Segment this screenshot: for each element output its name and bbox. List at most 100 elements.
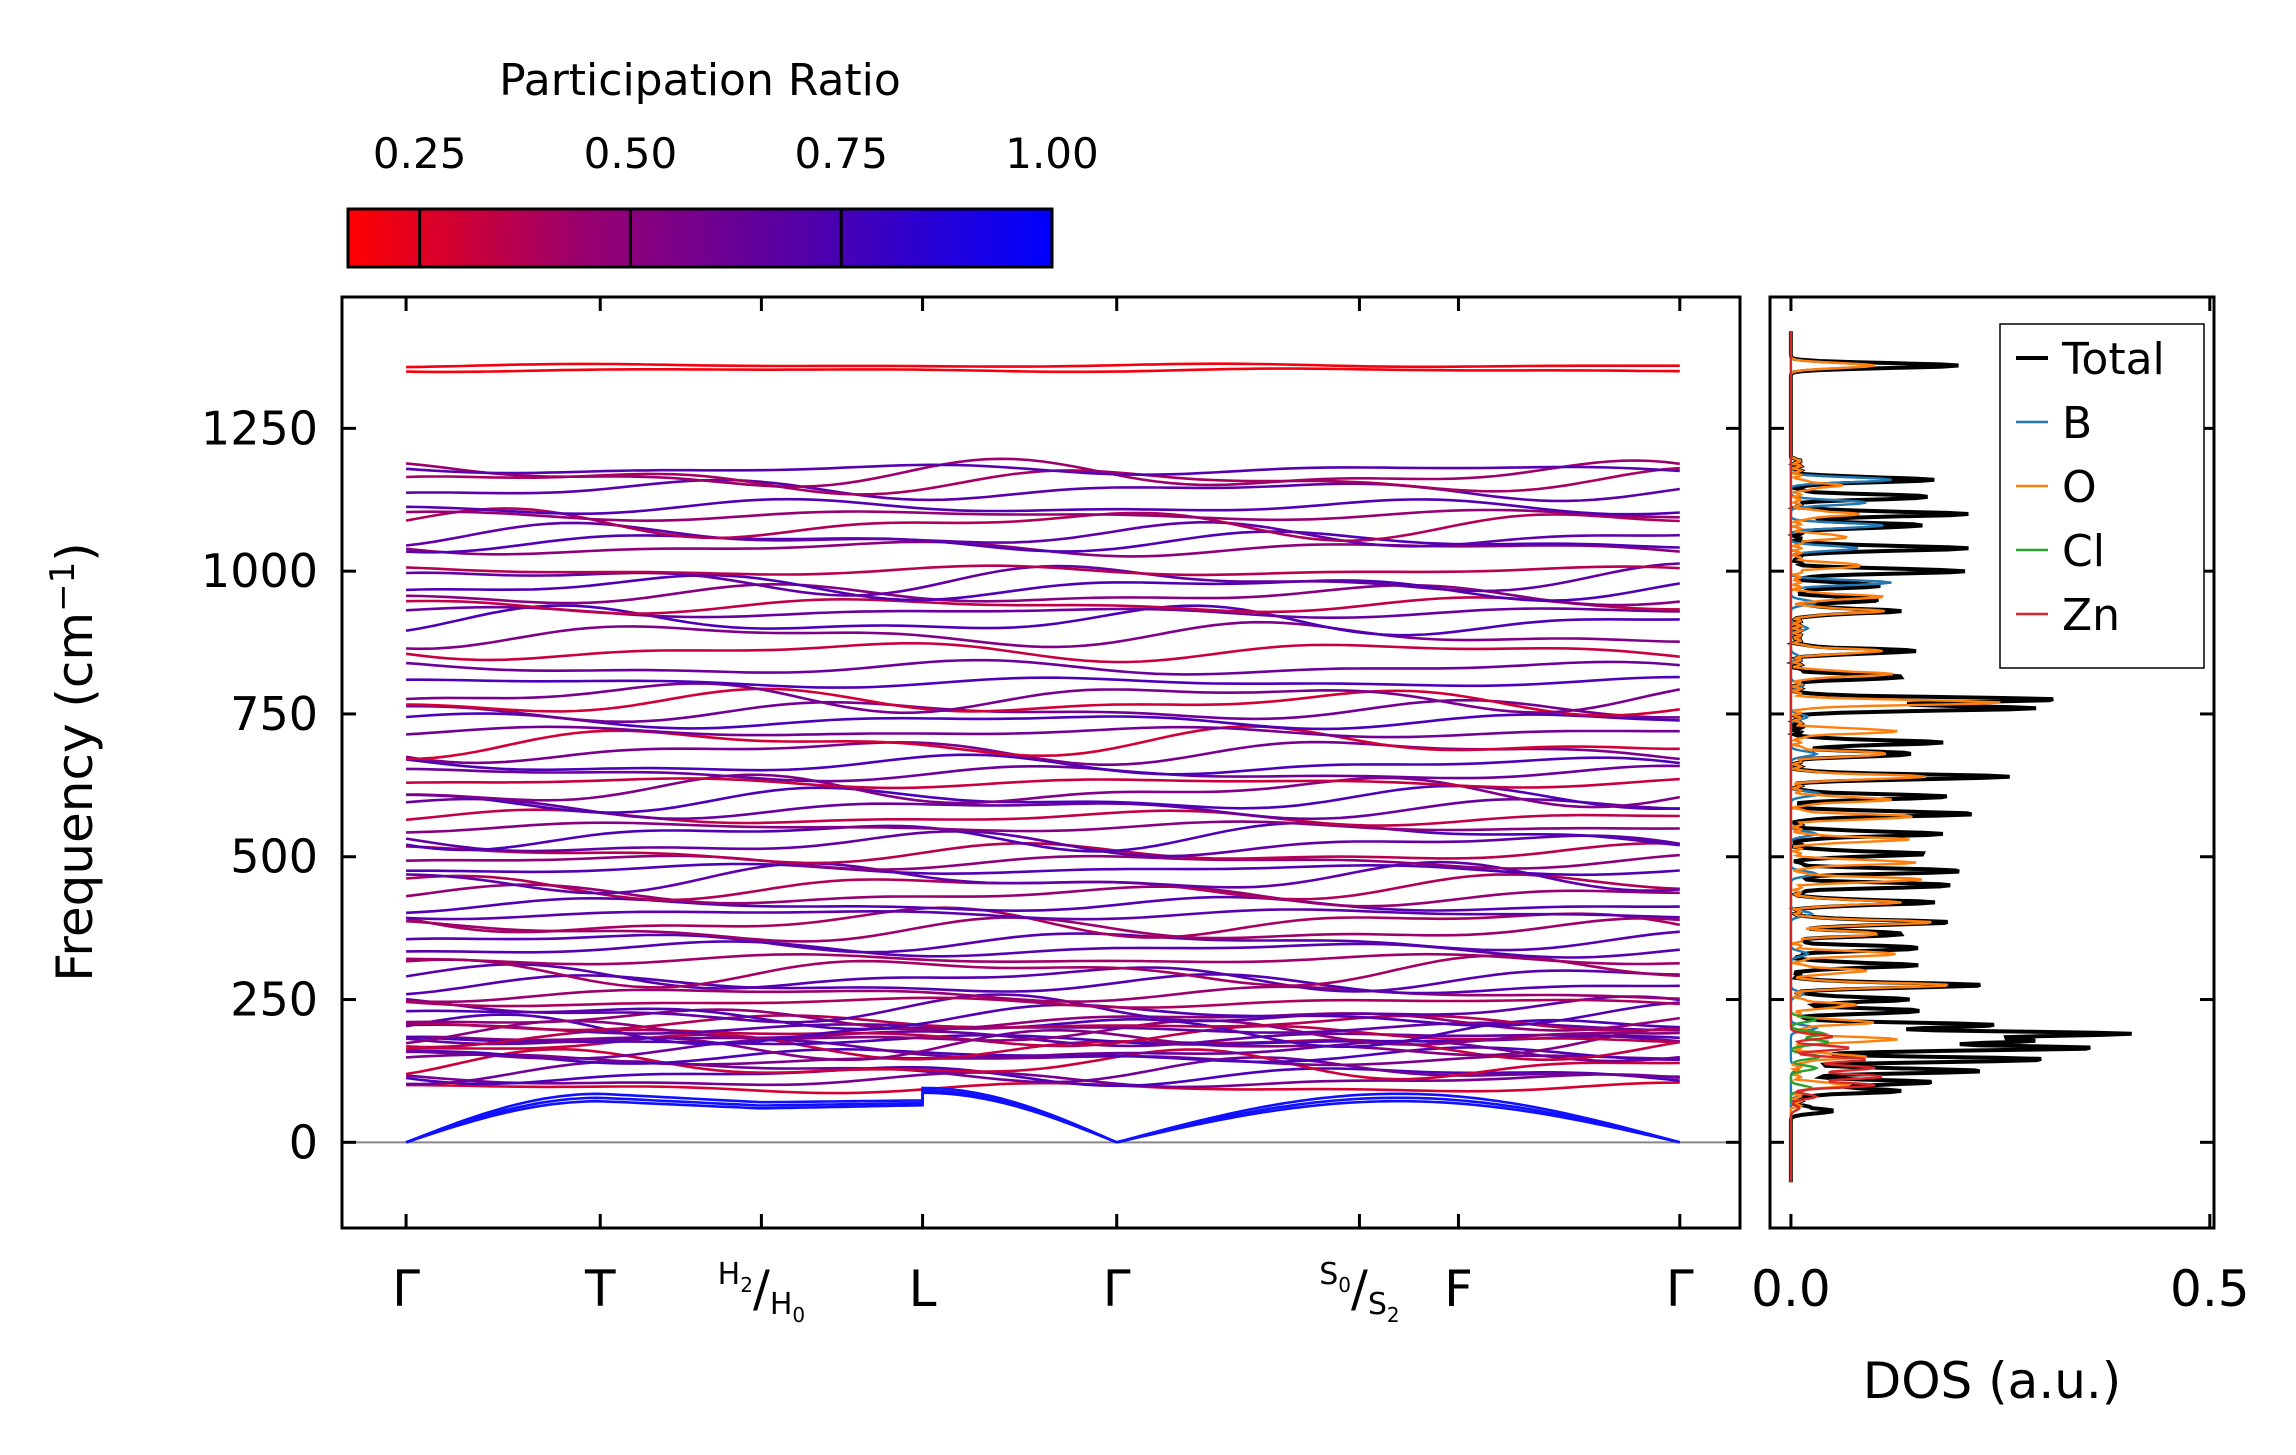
band-line: [406, 497, 1680, 516]
dos-lines-group: [1785, 331, 2132, 1183]
band-y-tick-label: 250: [230, 973, 318, 1027]
colorbar-tick-label: 1.00: [1005, 129, 1099, 178]
acoustic-band-line: [1116, 1099, 1681, 1144]
band-line: [406, 367, 1680, 374]
band-line: [405, 507, 1680, 543]
band-line: [406, 725, 1680, 761]
band-line: [405, 520, 1680, 548]
legend-label-o: O: [2062, 462, 2097, 513]
band-y-tick-label: 1000: [201, 544, 318, 598]
dos-panel: 0.0 0.5 DOS (a.u.) Total BO Cl Zn: [1751, 295, 2250, 1410]
dos-legend: Total BO Cl Zn: [1999, 323, 2205, 669]
band-line: [406, 508, 1680, 523]
band-y-tick-label: 750: [230, 687, 318, 741]
band-line: [405, 1019, 1680, 1046]
band-y-tick-label: 1250: [201, 401, 318, 455]
split-label-slash: /: [753, 1260, 770, 1318]
band-line: [406, 573, 1681, 602]
legend-label-zn: Zn: [2062, 590, 2120, 641]
legend-label-b: B: [2062, 398, 2092, 449]
high-symmetry-label: Γ: [1103, 1260, 1131, 1318]
ylabel-close: ): [46, 542, 104, 562]
band-line: [406, 582, 1680, 607]
band-line: [406, 908, 1680, 921]
colorbar-ticks: 0.25 0.50 0.75 1.00: [373, 129, 1099, 267]
split-label-top-sub: 2: [740, 1273, 753, 1297]
high-symmetry-split-label: S0/S2: [1319, 1257, 1399, 1327]
dos-line-o: [1788, 331, 2001, 1183]
colorbar-tick-label: 0.75: [794, 129, 888, 178]
bands-group: [342, 362, 1740, 1144]
band-line: [406, 1008, 1680, 1032]
band-line: [406, 954, 1680, 989]
band-y-tick-label: 500: [230, 830, 318, 884]
band-line: [406, 596, 1680, 615]
band-line: [405, 1071, 1680, 1089]
acoustic-band-line: [1116, 1092, 1681, 1144]
acoustic-band-line: [1116, 1096, 1681, 1144]
high-symmetry-label: L: [909, 1260, 937, 1318]
band-line: [406, 1024, 1680, 1049]
band-line: [406, 658, 1680, 676]
band-line: [405, 641, 1680, 664]
colorbar-tick-label: 0.25: [373, 129, 467, 178]
split-label-bottom: S: [1368, 1287, 1387, 1322]
split-label-bottom: H: [770, 1287, 793, 1322]
dos-x-tick-label: 0.0: [1751, 1260, 1831, 1318]
band-x-ticks: Γ T H2/H0 L Γ S0/S2 F Γ: [392, 297, 1694, 1327]
colorbar-title: Participation Ratio: [499, 55, 901, 106]
split-label-slash: /: [1351, 1260, 1368, 1318]
band-line: [406, 463, 1680, 477]
band-line: [406, 682, 1681, 715]
band-line: [406, 777, 1680, 790]
band-line: [406, 478, 1680, 503]
band-line: [406, 820, 1680, 834]
dos-axes-frame: [1768, 295, 2216, 1230]
legend-label-total: Total: [2061, 334, 2165, 385]
band-line: [405, 883, 1680, 908]
band-line: [406, 853, 1680, 871]
band-line: [405, 797, 1680, 821]
band-line: [406, 1014, 1680, 1033]
band-line: [406, 1053, 1680, 1067]
band-line: [406, 712, 1680, 731]
band-line: [406, 564, 1680, 577]
legend-box: [1999, 323, 2205, 669]
ylabel-main: Frequency (cm: [46, 612, 104, 982]
band-line: [405, 1047, 1680, 1081]
high-symmetry-split-label: H2/H0: [718, 1257, 805, 1327]
dos-x-tick-label: 0.5: [2170, 1260, 2250, 1318]
band-line: [406, 698, 1680, 724]
band-axes-frame: [340, 295, 1742, 1230]
band-line: [406, 862, 1680, 877]
acoustic-band-line: [405, 1091, 1118, 1144]
high-symmetry-label: Γ: [1666, 1260, 1694, 1318]
band-line: [405, 604, 1680, 637]
dos-x-axis-label: DOS (a.u.): [1863, 1352, 2122, 1410]
colorbar-gradient: [346, 207, 1054, 269]
band-line: [406, 675, 1680, 689]
band-y-ticks: 0 250 500 750 1000 1250: [201, 401, 1740, 1169]
band-line: [405, 753, 1680, 776]
dos-line-zn: [1789, 331, 1883, 1183]
dos-ticks: 0.0 0.5: [1751, 297, 2250, 1318]
band-y-tick-label: 0: [289, 1115, 318, 1169]
split-label-bottom-sub: 2: [1387, 1303, 1400, 1327]
high-symmetry-label: Γ: [392, 1260, 420, 1318]
ylabel-superscript: −1: [43, 562, 83, 612]
band-line: [406, 841, 1680, 865]
band-line: [406, 996, 1680, 1009]
split-label-top-sub: 0: [1338, 1273, 1351, 1297]
split-label-top: S: [1319, 1257, 1338, 1292]
colorbar-tick-label: 0.50: [584, 129, 678, 178]
band-line: [405, 1030, 1680, 1048]
acoustic-band-line: [405, 1089, 1118, 1144]
band-line: [405, 457, 1680, 489]
band-line: [405, 906, 1681, 939]
band-line: [406, 952, 1680, 966]
band-line: [406, 687, 1680, 717]
band-line: [405, 993, 1680, 1024]
band-line: [405, 821, 1680, 853]
high-symmetry-label: F: [1444, 1260, 1473, 1318]
